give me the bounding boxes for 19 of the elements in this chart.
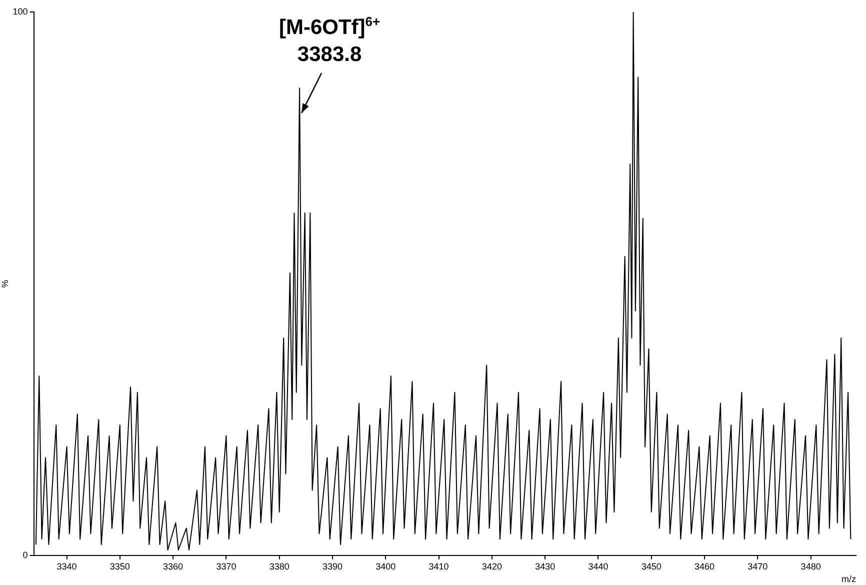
x-axis-title: m/z [842,574,856,584]
x-tick-label: 3380 [269,561,290,572]
x-tick-label: 3430 [535,561,556,572]
y-tick-label: 100 [12,6,28,16]
x-tick-label: 3480 [800,561,821,572]
x-tick-label: 3370 [216,561,236,572]
x-tick-label: 3340 [56,561,77,572]
x-tick-label: 3390 [322,561,343,572]
x-tick-label: 3350 [110,561,130,572]
y-axis-title: % [0,280,10,288]
x-tick-label: 3440 [588,561,608,572]
x-tick-label: 3360 [163,561,184,572]
y-tick-label: 0 [22,550,28,560]
x-tick-label: 3400 [376,561,396,572]
x-tick-label: 3410 [428,561,449,572]
x-tick-label: 3450 [641,561,662,572]
x-tick-label: 3470 [748,561,768,572]
x-tick-label: 3460 [694,561,715,572]
x-tick-label: 3420 [482,561,502,572]
